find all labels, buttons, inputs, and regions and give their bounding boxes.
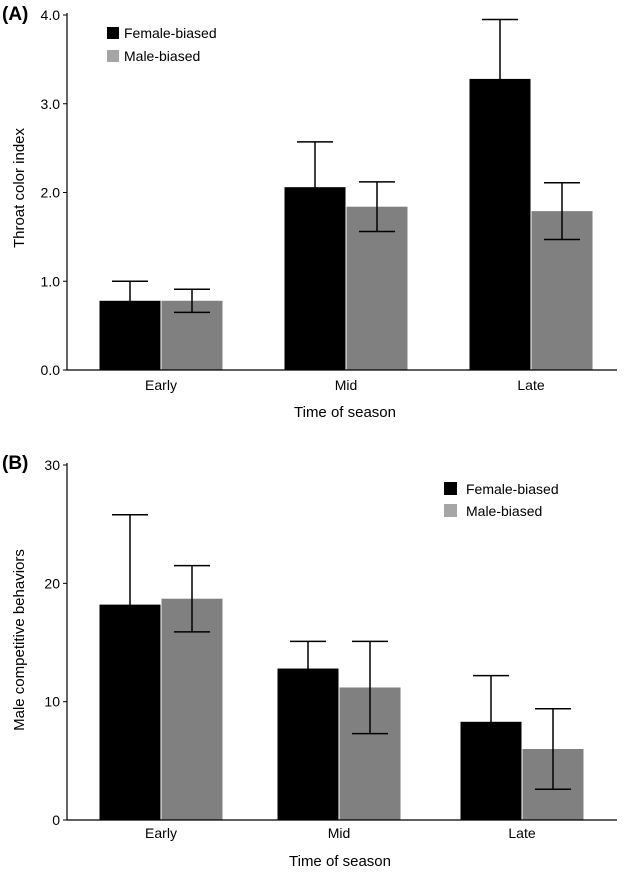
- y-tick-label: 10: [44, 694, 60, 710]
- legend-swatch-female: [107, 27, 119, 39]
- y-tick-label: 0.0: [41, 362, 61, 378]
- error-bar-male-biased-early: [174, 288, 210, 314]
- bar-male-biased-mid: [346, 206, 408, 370]
- y-tick-label: 3.0: [41, 96, 61, 112]
- bar-male-biased-early: [161, 598, 223, 820]
- panel-a-label: (A): [2, 4, 28, 25]
- panel-b-label: (B): [2, 453, 28, 474]
- error-bar-female-biased-early: [112, 513, 148, 696]
- legend-label-female: Female-biased: [124, 25, 217, 41]
- y-tick-label: 20: [44, 575, 60, 591]
- x-category-label: Late: [508, 825, 535, 841]
- panel-a: (A) Throat color index Time of season 0.…: [2, 4, 617, 421]
- x-category-label: Mid: [335, 377, 358, 393]
- y-tick-label: 1.0: [41, 273, 61, 289]
- legend-label-female: Female-biased: [466, 481, 559, 497]
- panel-a-x-axis-label: Time of season: [294, 404, 396, 421]
- legend-swatch-male: [107, 50, 119, 62]
- x-category-label: Early: [145, 377, 177, 393]
- panel-a-plot-area: 0.0 1.0 2.0 3.0 4.0 Early Mid Late: [41, 7, 617, 393]
- y-tick-label: 30: [44, 457, 60, 473]
- error-bar-male-biased-mid: [352, 640, 388, 735]
- panel-b: (B) Male competitive behaviors Time of s…: [2, 453, 617, 870]
- y-tick-label: 0: [52, 812, 60, 828]
- panel-a-legend: Female-biased Male-biased: [107, 25, 217, 64]
- error-bar-female-biased-late: [473, 674, 509, 769]
- panel-b-x-axis-label: Time of season: [289, 853, 391, 870]
- error-bar-female-biased-mid: [297, 141, 333, 234]
- panel-b-legend: Female-biased Male-biased: [444, 481, 559, 519]
- x-category-label: Late: [517, 377, 544, 393]
- error-bar-male-biased-late: [535, 708, 571, 790]
- error-bar-female-biased-late: [482, 18, 518, 140]
- error-bar-female-biased-early: [112, 280, 148, 322]
- legend-label-male: Male-biased: [124, 48, 200, 64]
- x-category-label: Early: [145, 825, 177, 841]
- y-tick-label: 2.0: [41, 185, 61, 201]
- legend-swatch-female: [444, 482, 457, 495]
- legend-swatch-male: [444, 504, 457, 517]
- x-category-label: Mid: [328, 825, 351, 841]
- panel-b-y-axis-label: Male competitive behaviors: [11, 549, 28, 731]
- legend-label-male: Male-biased: [466, 503, 542, 519]
- error-bar-male-biased-late: [544, 181, 580, 241]
- panel-a-y-axis-label: Throat color index: [11, 127, 28, 248]
- error-bar-male-biased-mid: [359, 181, 395, 233]
- y-tick-label: 4.0: [41, 7, 61, 23]
- error-bar-female-biased-mid: [290, 640, 326, 697]
- panel-b-plot-area: 0 10 20 30 Early Mid Late: [44, 457, 617, 841]
- error-bar-male-biased-early: [174, 564, 210, 633]
